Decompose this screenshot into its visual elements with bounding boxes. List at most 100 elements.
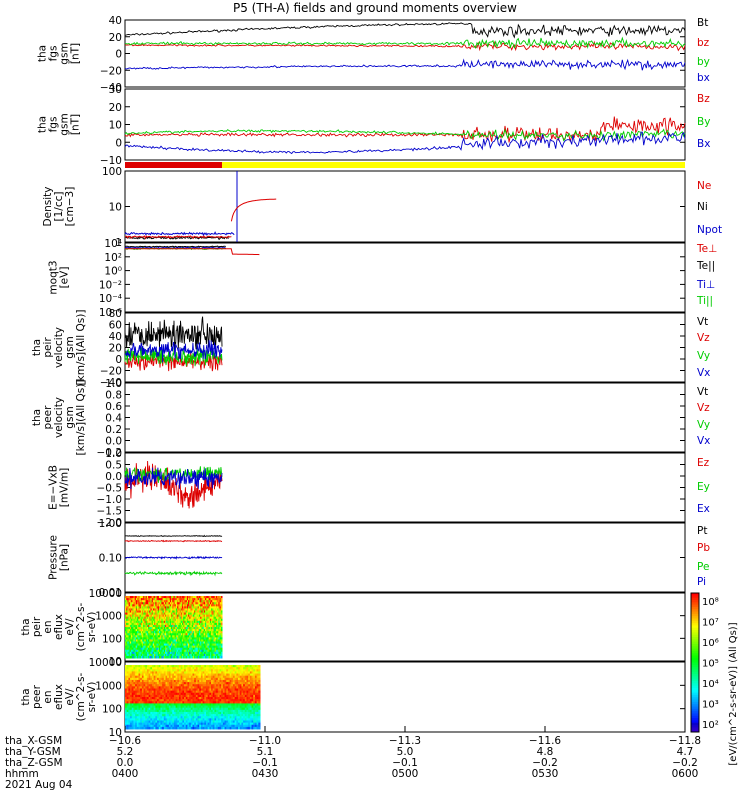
spectrogram-cell bbox=[162, 684, 165, 687]
spectrogram-cell bbox=[135, 682, 138, 685]
spectrogram-cell bbox=[137, 649, 139, 653]
spectrogram-cell bbox=[145, 677, 148, 681]
spectrogram-cell bbox=[144, 622, 147, 626]
spectrogram-cell bbox=[163, 604, 166, 607]
spectrogram-cell bbox=[194, 622, 196, 626]
spectrogram-cell bbox=[171, 639, 173, 642]
spectrogram-cell bbox=[168, 701, 172, 704]
spectrogram-cell bbox=[236, 699, 239, 702]
spectrogram-cell bbox=[160, 598, 162, 601]
spectrogram-cell bbox=[140, 726, 143, 730]
spectrogram-cell bbox=[172, 635, 174, 638]
spectrogram-cell bbox=[227, 673, 231, 677]
spectrogram-cell bbox=[226, 697, 229, 700]
spectrogram-cell bbox=[140, 688, 143, 692]
spectrogram-cell bbox=[198, 604, 201, 607]
spectrogram-cell bbox=[172, 688, 175, 692]
spectrogram-cell bbox=[206, 682, 209, 685]
spectrogram-cell bbox=[222, 688, 226, 692]
spectrogram-cell bbox=[204, 718, 207, 721]
spectrogram-cell bbox=[196, 598, 199, 601]
spectrogram-cell bbox=[188, 641, 190, 645]
spectrogram-cell bbox=[179, 701, 182, 704]
spectrogram-cell bbox=[137, 655, 139, 659]
spectrogram-cell bbox=[191, 637, 194, 640]
spectrogram-cell bbox=[204, 709, 207, 713]
spectrogram-cell bbox=[131, 624, 133, 628]
spectrogram-cell bbox=[238, 684, 241, 687]
spectrogram-cell bbox=[133, 622, 136, 626]
spectrogram-cell bbox=[200, 629, 202, 632]
spectrogram-cell bbox=[189, 724, 192, 728]
panel-frame bbox=[124, 170, 686, 243]
spectrogram-cell bbox=[125, 596, 127, 599]
spectrogram-cell bbox=[211, 602, 213, 605]
spectrogram-cell bbox=[145, 701, 148, 704]
spectrogram-cell bbox=[209, 684, 212, 687]
spectrogram-cell bbox=[172, 707, 175, 711]
spectrogram-cell bbox=[145, 653, 148, 657]
spectrogram-cell bbox=[160, 643, 162, 647]
spectrogram-cell bbox=[246, 701, 249, 704]
spectrogram-cell bbox=[140, 690, 143, 694]
spectrogram-cell bbox=[214, 665, 217, 668]
spectrogram-cell bbox=[221, 701, 224, 704]
spectrogram-cell bbox=[185, 635, 188, 638]
spectrogram-cell bbox=[132, 649, 134, 653]
spectrogram-cell bbox=[156, 641, 159, 645]
spectrogram-cell bbox=[172, 699, 175, 702]
spectrogram-cell bbox=[201, 639, 204, 642]
spectrogram-cell bbox=[233, 718, 236, 721]
spectrogram-cell bbox=[173, 631, 176, 634]
spectrogram-cell bbox=[134, 653, 137, 657]
spectrogram-cell bbox=[132, 606, 134, 609]
spectrogram-cell bbox=[201, 653, 204, 657]
spectrogram-cell bbox=[130, 720, 133, 724]
spectrogram-cell bbox=[192, 699, 195, 702]
spectrogram-cell bbox=[234, 701, 237, 704]
spectrogram-cell bbox=[239, 673, 242, 677]
spectrogram-cell bbox=[155, 602, 158, 605]
spectrogram-cell bbox=[183, 608, 185, 611]
spectrogram-cell bbox=[233, 688, 236, 692]
spectrogram-cell bbox=[146, 718, 150, 721]
spectrogram-cell bbox=[125, 724, 128, 728]
spectrogram-cell bbox=[203, 622, 206, 626]
spectrogram-cell bbox=[125, 614, 127, 618]
spectrogram-cell bbox=[151, 645, 154, 649]
spectrogram-cell bbox=[213, 647, 216, 651]
spectrogram-cell bbox=[241, 665, 244, 668]
spectrogram-cell bbox=[212, 631, 215, 634]
spectrogram-cell bbox=[153, 675, 156, 679]
spectrogram-cell bbox=[213, 598, 216, 601]
spectrogram-cell bbox=[239, 716, 242, 719]
spectrogram-cell bbox=[180, 653, 183, 657]
spectrogram-cell bbox=[202, 707, 205, 711]
spectrogram-cell bbox=[133, 598, 136, 601]
spectrogram-cell bbox=[162, 633, 165, 636]
spectrogram-cell bbox=[219, 722, 222, 726]
spectrogram-cell bbox=[192, 690, 195, 694]
spectrogram-cell bbox=[224, 677, 227, 681]
spectrogram-cell bbox=[166, 610, 168, 614]
spectrogram-cell bbox=[172, 604, 174, 607]
spectrogram-cell bbox=[196, 616, 199, 620]
spectrogram-cell bbox=[139, 631, 142, 634]
spectrogram-cell bbox=[125, 673, 128, 677]
spectrogram-cell bbox=[158, 604, 161, 607]
spectrogram-cell bbox=[158, 669, 161, 672]
spectrogram-cell bbox=[219, 653, 222, 657]
spectrogram-cell bbox=[140, 633, 143, 636]
spectrogram-cell bbox=[172, 684, 175, 687]
spectrogram-cell bbox=[132, 643, 134, 647]
spectrogram-cell bbox=[135, 622, 138, 626]
spectrogram-cell bbox=[217, 724, 220, 728]
spectrogram-cell bbox=[206, 679, 209, 683]
spectrogram-cell bbox=[160, 606, 162, 609]
spectrogram-cell bbox=[180, 675, 183, 679]
spectrogram-cell bbox=[162, 718, 165, 721]
spectrogram-cell bbox=[194, 639, 196, 642]
spectrogram-cell bbox=[179, 669, 182, 672]
spectrogram-cell bbox=[138, 701, 141, 704]
spectrogram-cell bbox=[178, 629, 181, 632]
